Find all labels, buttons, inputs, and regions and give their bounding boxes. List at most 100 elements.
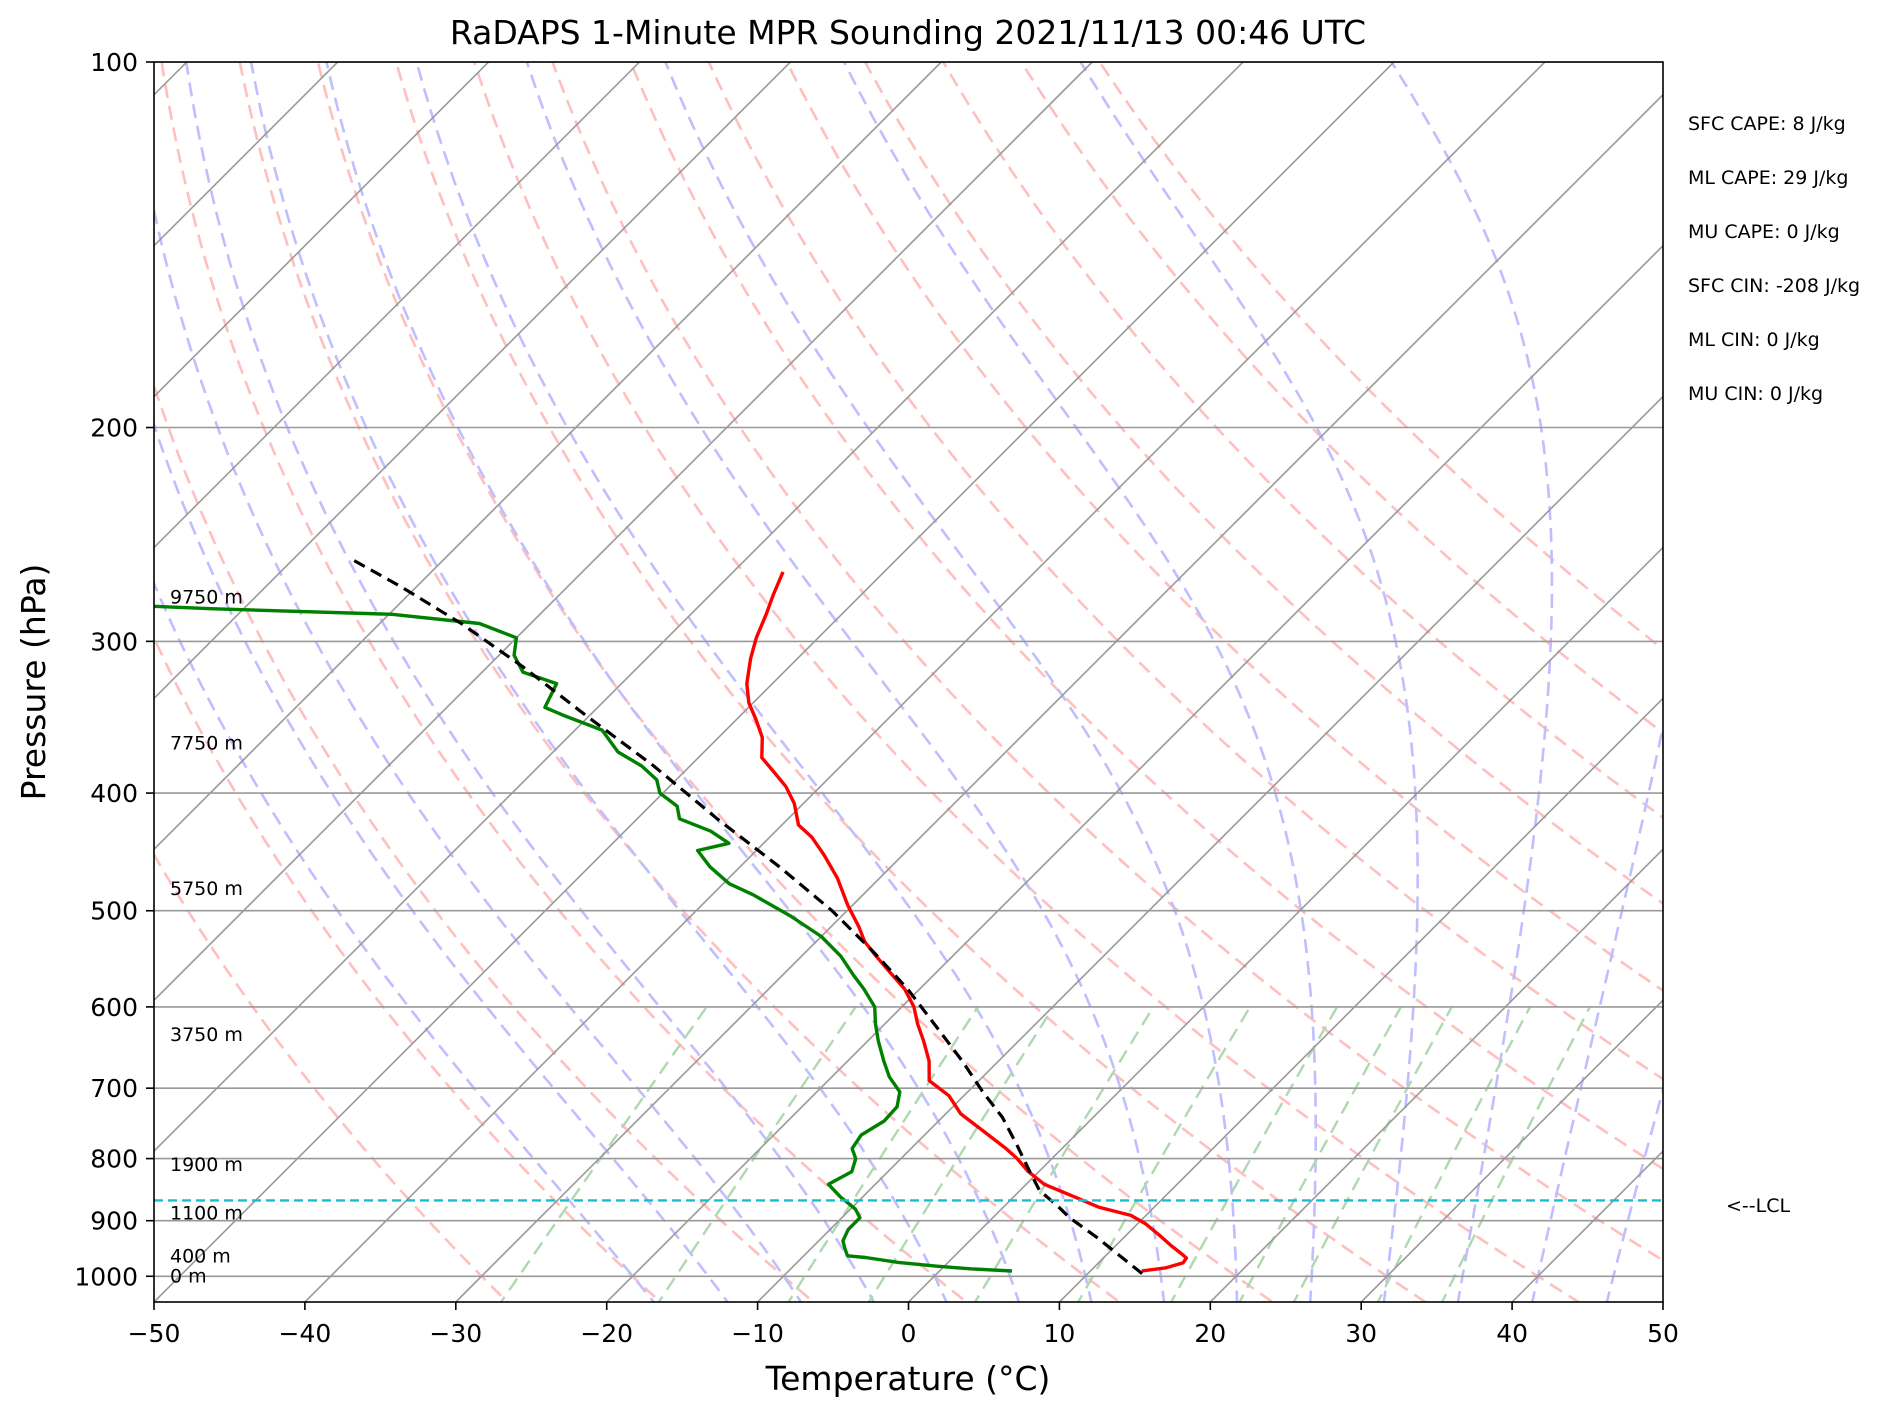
height-label: 3750 m	[170, 1024, 243, 1046]
background-lines	[154, 62, 1899, 1327]
x-tick-label: −20	[580, 1319, 633, 1348]
moist-adiabat	[1390, 62, 1554, 1302]
index-text: MU CIN: 0 J/kg	[1688, 383, 1823, 405]
dry-adiabat	[394, 62, 1428, 1302]
dry-adiabat	[472, 62, 1581, 1302]
mixing-ratio-line	[1292, 1006, 1453, 1302]
isotherm-line	[1058, 697, 1663, 1302]
chart-title: RaDAPS 1-Minute MPR Sounding 2021/11/13 …	[450, 13, 1366, 52]
x-tick-label: 50	[1647, 1319, 1679, 1348]
dry-adiabat	[1019, 62, 1663, 735]
isotherm-line	[154, 62, 1396, 1302]
height-label: 1100 m	[170, 1203, 243, 1225]
y-tick-label: 400	[90, 779, 138, 808]
moist-adiabat	[525, 62, 1166, 1302]
y-tick-label: 700	[90, 1074, 138, 1103]
lcl-label: <--LCL	[1726, 1195, 1790, 1217]
x-axis-label: Temperature (°C)	[765, 1359, 1051, 1398]
mixing-ratio-line	[867, 1006, 1055, 1302]
height-label: 9750 m	[170, 586, 243, 608]
moist-adiabat	[249, 62, 948, 1302]
index-text: SFC CAPE: 8 J/kg	[1688, 113, 1846, 135]
dry-adiabat	[941, 62, 1663, 820]
dry-adiabat	[316, 62, 1275, 1302]
moist-adiabat	[1605, 1085, 1663, 1302]
isotherm-line	[154, 62, 943, 851]
moist-adiabat	[325, 62, 1021, 1302]
y-tick-label: 800	[90, 1145, 138, 1174]
isotherm-line	[154, 62, 339, 247]
isotherm-line	[154, 62, 1094, 1002]
height-label: 400 m	[170, 1245, 231, 1267]
x-axis-ticks: −50 −40 −30 −20 −10 0 10 20 30 40 50	[128, 1302, 1679, 1348]
dry-adiabat	[551, 62, 1663, 1262]
x-tick-label: 0	[901, 1319, 917, 1348]
y-tick-label: 1000	[74, 1262, 138, 1291]
dry-adiabat	[154, 634, 663, 1302]
dry-adiabat	[863, 62, 1663, 906]
x-tick-label: −50	[128, 1319, 181, 1348]
y-axis-ticks: 1000 900 800 700 600 500 400 300 200 100	[74, 48, 154, 1291]
height-label: 0 m	[170, 1265, 207, 1287]
dry-adiabat	[707, 62, 1663, 1081]
index-text: ML CAPE: 29 J/kg	[1688, 167, 1848, 189]
height-label: 5750 m	[170, 878, 243, 900]
isotherm-line	[154, 62, 792, 700]
moist-adiabat	[154, 580, 656, 1302]
dry-adiabat	[238, 62, 1122, 1302]
isotherm-line	[454, 93, 1663, 1302]
x-tick-label: −10	[731, 1319, 784, 1348]
mixing-ratio-line	[973, 1006, 1155, 1302]
y-tick-label: 200	[90, 414, 138, 443]
mixing-ratio-line	[1440, 1006, 1591, 1302]
moist-adiabat	[1079, 62, 1419, 1302]
index-text: ML CIN: 0 J/kg	[1688, 329, 1820, 351]
isotherm-line	[605, 244, 1663, 1302]
y-tick-label: 600	[90, 993, 138, 1022]
parcel-line	[348, 556, 1144, 1275]
index-text: MU CAPE: 0 J/kg	[1688, 221, 1840, 243]
dry-adiabat	[154, 852, 510, 1302]
isotherm-line	[154, 62, 1245, 1153]
height-label: 7750 m	[170, 732, 243, 754]
isotherm-line	[756, 395, 1663, 1302]
y-axis-label: Pressure (hPa)	[14, 564, 53, 801]
index-text: SFC CIN: -208 J/kg	[1688, 275, 1860, 297]
x-tick-label: 40	[1496, 1319, 1528, 1348]
temperature-line	[745, 571, 1189, 1273]
dry-adiabat	[160, 62, 969, 1302]
mixing-ratio-line	[787, 1006, 979, 1302]
y-tick-label: 900	[90, 1207, 138, 1236]
moist-adiabat	[154, 420, 730, 1302]
isotherm-line	[1209, 848, 1663, 1302]
x-tick-label: 20	[1194, 1319, 1226, 1348]
mixing-ratio-line	[1238, 1006, 1403, 1302]
mixing-ratio-line	[657, 1006, 857, 1302]
x-tick-label: −30	[429, 1319, 482, 1348]
moist-adiabat	[1530, 721, 1663, 1302]
data-lines	[154, 556, 1189, 1275]
x-tick-label: −40	[279, 1319, 332, 1348]
isotherm-line	[154, 62, 641, 549]
moist-adiabat	[154, 204, 803, 1302]
mixing-ratio-line	[1376, 1006, 1532, 1302]
moist-adiabat	[1675, 62, 1899, 1327]
mixing-ratio-line	[1169, 1006, 1339, 1302]
y-tick-label: 500	[90, 897, 138, 926]
moist-adiabat	[184, 62, 876, 1302]
height-label: 1900 m	[170, 1154, 243, 1176]
isotherm-line	[907, 546, 1663, 1302]
sounding-indices: SFC CAPE: 8 J/kg ML CAPE: 29 J/kg MU CAPE:…	[1688, 113, 1860, 405]
dry-adiabat	[1098, 62, 1663, 651]
isotherm-line	[1360, 999, 1663, 1302]
isotherm-line	[1661, 1300, 1663, 1302]
y-tick-label: 300	[90, 627, 138, 656]
mixing-ratio-line	[1076, 1006, 1252, 1302]
moist-adiabat	[842, 62, 1318, 1302]
dry-adiabat	[785, 62, 1663, 993]
isotherm-line	[303, 62, 1547, 1302]
moist-adiabat	[415, 62, 1093, 1302]
x-tick-label: 10	[1043, 1319, 1075, 1348]
